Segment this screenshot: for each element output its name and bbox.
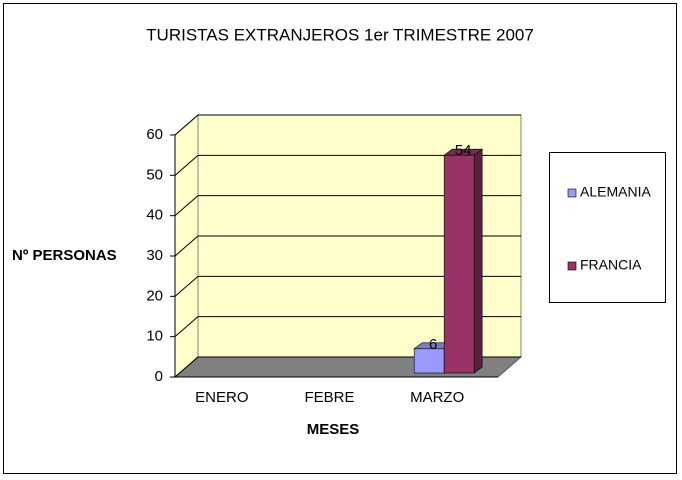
grid-line	[174, 154, 521, 176]
y-axis-title: Nº PERSONAS	[12, 247, 117, 264]
legend-swatch	[567, 261, 577, 271]
x-axis-title: MESES	[307, 421, 360, 438]
x-tick-label: MARZO	[410, 389, 464, 406]
y-tick-label: 60	[146, 126, 163, 143]
legend-box	[549, 152, 666, 303]
bar	[443, 154, 475, 374]
y-tick-label: 20	[146, 287, 163, 304]
grid-line	[174, 114, 521, 136]
value-label: 6	[429, 336, 437, 353]
y-tick-label: 30	[146, 247, 163, 264]
x-tick-label: FEBRE	[304, 389, 354, 406]
legend-swatch	[567, 188, 577, 198]
grid-line	[174, 316, 521, 338]
legend-label: FRANCIA	[580, 257, 642, 273]
bar	[413, 348, 445, 374]
x-tick-label: ENERO	[195, 389, 248, 406]
y-tick-label: 50	[146, 166, 163, 183]
bar-side	[473, 148, 483, 374]
chart-title: TURISTAS EXTRANJEROS 1er TRIMESTRE 2007	[146, 25, 534, 44]
legend-label: ALEMANIA	[580, 184, 651, 200]
grid-line	[174, 275, 521, 297]
y-tick-label: 0	[155, 368, 163, 385]
value-label: 54	[455, 142, 472, 159]
grid-line	[174, 195, 521, 217]
y-tick-label: 10	[146, 328, 163, 345]
y-tick-label: 40	[146, 207, 163, 224]
grid-line	[174, 356, 521, 378]
grid-line	[174, 235, 521, 257]
